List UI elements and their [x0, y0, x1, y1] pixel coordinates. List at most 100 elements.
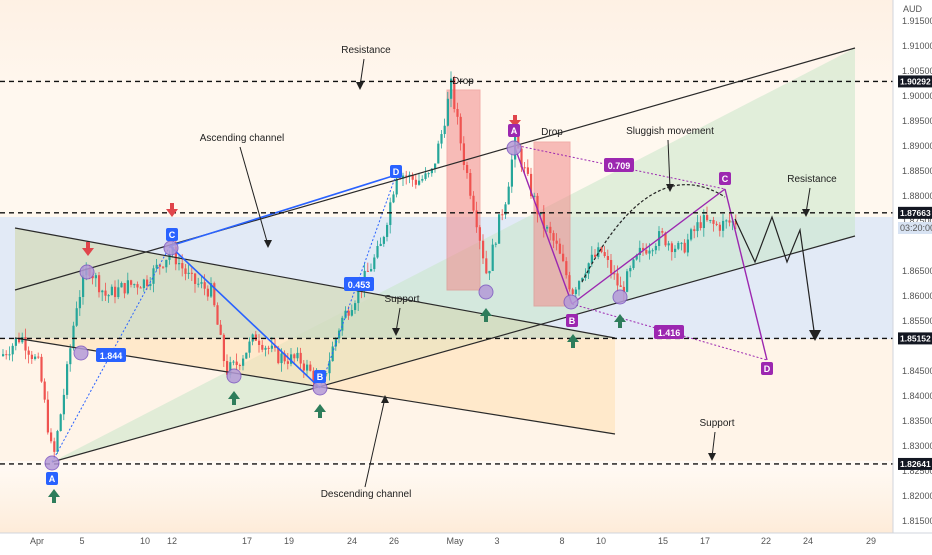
candle-body	[40, 356, 43, 382]
pivot-circle	[226, 368, 242, 384]
candle-body	[290, 354, 293, 364]
candle-body	[568, 275, 571, 290]
candle-body	[728, 220, 731, 223]
y-tick-label: 1.91000	[902, 41, 932, 51]
x-tick-label: 3	[494, 536, 499, 546]
red-down-arrow	[166, 203, 178, 217]
candle-body	[370, 269, 373, 272]
candle-body	[475, 210, 478, 228]
candle-body	[110, 286, 113, 296]
pivot-circles	[44, 140, 628, 471]
candle-body	[418, 180, 421, 185]
countdown-badge: 03:20:00	[898, 222, 932, 234]
candle-body	[267, 347, 270, 349]
candle-body	[197, 283, 200, 285]
candle-body	[594, 254, 597, 257]
candle-body	[139, 287, 142, 289]
candle-body	[440, 134, 443, 144]
candle-body	[446, 98, 449, 126]
green-up-arrow	[48, 489, 60, 503]
candle-body	[178, 263, 181, 265]
candle-body	[245, 352, 248, 359]
candle-body	[274, 345, 277, 348]
candle-body	[434, 163, 437, 169]
y-tick-label: 1.90000	[902, 91, 932, 101]
x-tick-label: 24	[803, 536, 813, 546]
resistance-right-label: Resistance	[787, 174, 837, 185]
candle-body	[56, 431, 59, 452]
candle-body	[424, 173, 427, 179]
red-down-arrow	[82, 242, 94, 256]
candle-body	[459, 116, 462, 144]
point-labels: A B C D A B C D	[46, 124, 773, 485]
ratio-badge: 0.453	[344, 277, 374, 291]
candle-body	[613, 273, 616, 275]
ascending-channel-lower-line	[51, 235, 856, 463]
candle-body	[651, 250, 654, 252]
candle-body	[293, 354, 296, 359]
candle-body	[184, 268, 187, 274]
candle-body	[437, 143, 440, 164]
candle-body	[37, 356, 40, 358]
candle-body	[430, 168, 433, 174]
purple-pattern-bc	[571, 188, 726, 305]
price-axis-bg[interactable]	[893, 0, 932, 533]
candle-body	[312, 370, 315, 383]
candle-body	[216, 305, 219, 325]
candle-body	[427, 173, 430, 175]
candle-body	[101, 290, 104, 293]
candle-body	[254, 334, 257, 341]
svg-text:1.844: 1.844	[100, 351, 123, 361]
candle-body	[392, 194, 395, 203]
ratio-badge: 1.416	[654, 325, 684, 339]
candle-body	[664, 232, 667, 246]
descending-channel-upper-line	[14, 227, 616, 339]
green-up-arrow	[314, 404, 326, 418]
candle-body	[411, 174, 414, 180]
candle-body	[706, 215, 709, 221]
levels-layer	[0, 80, 893, 465]
candle-body	[507, 186, 510, 205]
candle-body	[366, 270, 369, 272]
candle-body	[222, 334, 225, 362]
x-tick-label: Apr	[30, 536, 44, 546]
candle-body	[632, 259, 635, 269]
sluggish-label: Sluggish movement	[626, 126, 714, 137]
y-tick-label: 1.91500	[902, 16, 932, 26]
candle-body	[194, 273, 197, 284]
candle-body	[718, 224, 721, 231]
candle-body	[309, 364, 312, 371]
pivot-circle	[563, 294, 579, 310]
candle-body	[123, 283, 126, 294]
candle-body	[510, 159, 513, 187]
descending-channel-label: Descending channel	[321, 489, 412, 500]
candle-body	[696, 222, 699, 232]
blue-point-a: A	[46, 472, 58, 485]
candle-body	[210, 283, 213, 297]
price-badge	[898, 206, 932, 219]
y-tick-label: 1.90500	[902, 66, 932, 76]
candle-body	[43, 381, 46, 400]
x-tick-label: 10	[596, 536, 606, 546]
candle-body	[421, 178, 424, 181]
candle-body	[373, 257, 376, 270]
candle-body	[530, 173, 533, 197]
candle-body	[30, 354, 33, 359]
svg-text:A: A	[49, 474, 56, 484]
price-badge	[898, 332, 932, 345]
candle-body	[206, 288, 209, 297]
candle-body	[354, 303, 357, 311]
candle-body	[203, 282, 206, 289]
candle-body	[616, 273, 619, 286]
y-tick-label: 1.84500	[902, 366, 932, 376]
svg-text:0.453: 0.453	[348, 280, 371, 290]
candle-body	[482, 240, 485, 259]
candle-body	[629, 268, 632, 272]
pivot-circle	[612, 289, 628, 305]
sluggish-arc	[581, 184, 726, 283]
candle-body	[491, 244, 494, 271]
time-axis-bg[interactable]	[0, 533, 932, 550]
bottom-zone	[0, 461, 893, 533]
